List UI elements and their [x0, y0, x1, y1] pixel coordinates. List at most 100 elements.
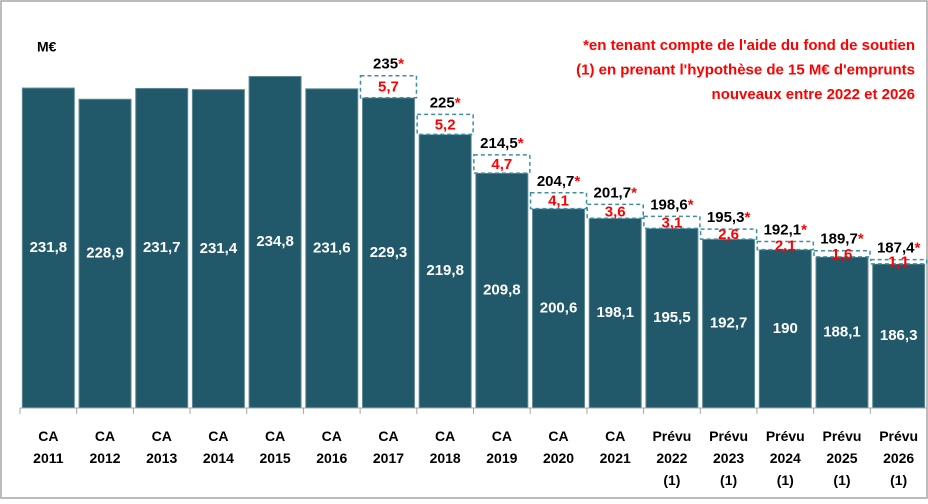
total-label: 195,3* [707, 209, 751, 226]
aid-label: 4,1 [548, 193, 569, 210]
total-value: 225 [430, 94, 455, 111]
aid-label: 5,7 [378, 79, 399, 96]
x-tick-line: CA [492, 428, 512, 444]
bar [815, 256, 869, 409]
aid-box [473, 154, 531, 174]
bar [191, 89, 245, 409]
x-tick-line: CA [152, 428, 172, 444]
x-tick-line: 2019 [486, 450, 517, 466]
value-label: 228,9 [86, 245, 124, 262]
x-tick-line: 2024 [770, 450, 801, 466]
total-marker: * [915, 240, 921, 257]
aid-box [529, 192, 588, 210]
x-tick-line: 2017 [373, 450, 404, 466]
value-label: 231,7 [143, 239, 181, 256]
x-tick-line: (1) [663, 472, 680, 488]
x-tick-line: (1) [833, 472, 850, 488]
y-axis-label: M€ [37, 39, 57, 55]
x-tick-line: CA [265, 428, 285, 444]
bar [588, 217, 642, 409]
value-label: 188,1 [823, 323, 861, 340]
total-value: 204,7 [537, 173, 575, 190]
value-label: 198,1 [596, 304, 634, 321]
aid-label: 2,6 [718, 226, 739, 243]
total-value: 189,7 [820, 231, 858, 248]
aid-label: 1,6 [832, 246, 853, 263]
aid-label: 4,7 [491, 156, 512, 173]
total-marker: * [574, 173, 580, 190]
x-tick-label: Prévu 2025 (1) [823, 428, 862, 488]
x-tick-label: CA 2020 [543, 428, 574, 466]
total-value: 201,7 [594, 184, 632, 201]
total-marker: * [688, 196, 694, 213]
aid-label: 5,2 [435, 116, 456, 133]
bar [135, 87, 189, 409]
bar [21, 87, 75, 409]
x-tick-label: CA 2015 [260, 428, 291, 466]
value-label: 190 [773, 320, 798, 337]
aid-label: 1,1 [888, 254, 909, 271]
bar [248, 75, 302, 409]
aid-box [359, 74, 418, 99]
value-label: 229,3 [370, 244, 408, 261]
total-marker: * [518, 135, 524, 152]
x-tick-line: Prévu [766, 428, 805, 444]
x-tick-line: 2026 [883, 450, 914, 466]
x-tick-line: 2025 [826, 450, 857, 466]
total-marker: * [631, 184, 637, 201]
x-tick-line: (1) [777, 472, 794, 488]
x-tick-line: CA [548, 428, 568, 444]
x-tick-line: (1) [720, 472, 737, 488]
x-tick-line: 2023 [713, 450, 744, 466]
x-tick-line: CA [38, 428, 58, 444]
value-label: 192,7 [710, 315, 748, 332]
aid-label: 2,1 [775, 237, 796, 254]
aid-box [699, 228, 758, 240]
x-tick-label: CA 2019 [486, 428, 517, 466]
x-tick-label: CA 2016 [316, 428, 347, 466]
value-label: 219,8 [426, 262, 464, 279]
x-tick-label: Prévu 2022 (1) [652, 428, 691, 488]
total-label: 214,5* [480, 135, 524, 152]
total-marker: * [455, 94, 461, 111]
aid-label: 3,1 [661, 214, 682, 231]
x-tick-label: Prévu 2024 (1) [766, 428, 805, 488]
x-tick-line: CA [435, 428, 455, 444]
bar [78, 98, 132, 409]
x-tick-line: 2016 [316, 450, 347, 466]
x-tick-line: CA [95, 428, 115, 444]
value-label: 231,4 [200, 240, 238, 257]
total-value: 214,5 [480, 135, 518, 152]
bar [532, 208, 586, 409]
x-tick-line: CA [605, 428, 625, 444]
aid-box [643, 215, 701, 230]
total-label: 204,7* [537, 173, 581, 190]
bar [702, 238, 756, 409]
x-tick-line: 2013 [146, 450, 177, 466]
x-tick-line: CA [208, 428, 228, 444]
x-tick-label: Prévu 2023 (1) [709, 428, 748, 488]
total-marker: * [744, 209, 750, 226]
x-tick-line: 2015 [260, 450, 291, 466]
total-label: 192,1* [764, 221, 808, 238]
annotation: (1) en prenant l'hypothèse de 15 M€ d'em… [576, 61, 915, 78]
annotation: *en tenant compte de l'aide du fond de s… [583, 37, 915, 54]
x-tick-label: CA 2011 [33, 428, 64, 466]
value-label: 209,8 [483, 282, 521, 299]
total-label: 235* [373, 56, 404, 73]
aid-box [586, 203, 644, 220]
x-tick-line: Prévu [879, 428, 918, 444]
aid-box [756, 240, 815, 251]
total-marker: * [801, 221, 807, 238]
total-label: 201,7* [594, 184, 638, 201]
x-tick-line: 2018 [430, 450, 461, 466]
value-label: 195,5 [653, 309, 691, 326]
x-tick-label: CA 2017 [373, 428, 404, 466]
x-tick-label: CA 2013 [146, 428, 177, 466]
x-tick-line: CA [378, 428, 398, 444]
total-value: 198,6 [650, 196, 688, 213]
x-tick-line: Prévu [823, 428, 862, 444]
total-value: 195,3 [707, 209, 745, 226]
value-label: 234,8 [256, 233, 294, 250]
